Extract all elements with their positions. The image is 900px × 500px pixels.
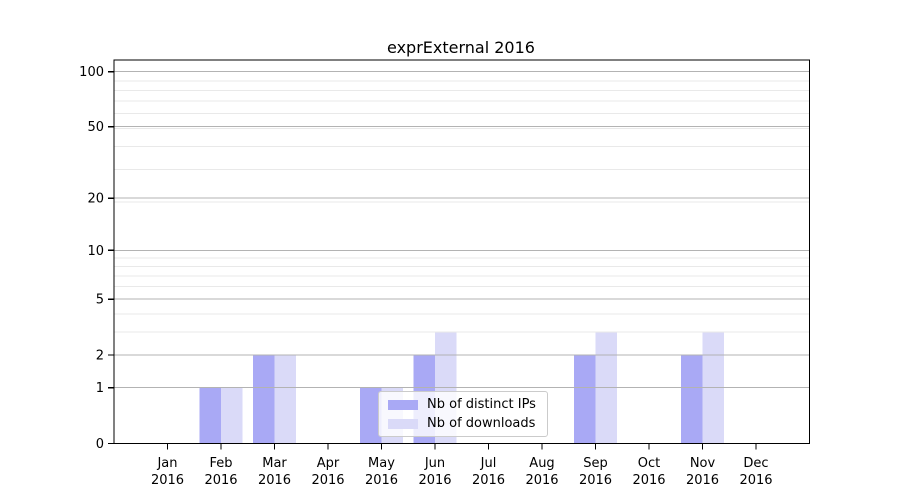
plot-border [113, 59, 811, 445]
legend-swatch-distinct-ips [388, 399, 418, 410]
y-tick-label: 1 [96, 381, 104, 396]
legend: Nb of distinct IPs Nb of downloads [378, 391, 548, 437]
bar-nb-of-distinct-ips-sep [574, 355, 596, 444]
x-tick-label: Jan 2016 [151, 456, 184, 488]
bar-nb-of-downloads-mar [274, 355, 296, 444]
axes-layer: 0 1 2 5 10 20 50 100 Jan 2016 Feb 2016 Mar 2016 Apr 201… [79, 59, 811, 488]
y-tick-label: 0 [96, 437, 104, 452]
y-tick-label: 10 [87, 244, 104, 259]
x-tick-label: Sep 2016 [579, 456, 612, 488]
x-tick-label: Apr 2016 [311, 456, 344, 488]
legend-swatch-downloads [388, 418, 418, 429]
legend-item-downloads: Nb of downloads [388, 416, 539, 431]
bar-nb-of-distinct-ips-may [360, 387, 382, 444]
legend-label-downloads: Nb of downloads [427, 416, 536, 431]
x-tick-label: May 2016 [365, 456, 398, 488]
bar-nb-of-distinct-ips-mar [253, 355, 275, 444]
gridlines-layer [114, 71, 810, 389]
x-tick-label: Jun 2016 [418, 456, 451, 488]
x-tick-label: Oct 2016 [632, 456, 665, 488]
legend-item-distinct-ips: Nb of distinct IPs [388, 397, 539, 412]
y-tick-label: 5 [96, 293, 104, 308]
y-tick-label: 20 [87, 192, 104, 207]
x-tick-label: Mar 2016 [258, 456, 291, 488]
bar-nb-of-distinct-ips-nov [681, 355, 703, 444]
bar-nb-of-downloads-feb [221, 387, 243, 444]
y-tick-label: 100 [79, 65, 104, 80]
chart-title: exprExternal 2016 [387, 38, 535, 57]
x-tick-label: Aug 2016 [525, 456, 558, 488]
bar-nb-of-distinct-ips-feb [199, 387, 221, 444]
y-tick-label: 2 [96, 349, 104, 364]
legend-label-distinct-ips: Nb of distinct IPs [427, 397, 536, 412]
x-tick-label: Jul 2016 [472, 456, 505, 488]
x-tick-label: Nov 2016 [686, 456, 719, 488]
x-tick-label: Feb 2016 [204, 456, 237, 488]
y-tick-label: 50 [87, 120, 104, 135]
x-tick-label: Dec 2016 [739, 456, 772, 488]
